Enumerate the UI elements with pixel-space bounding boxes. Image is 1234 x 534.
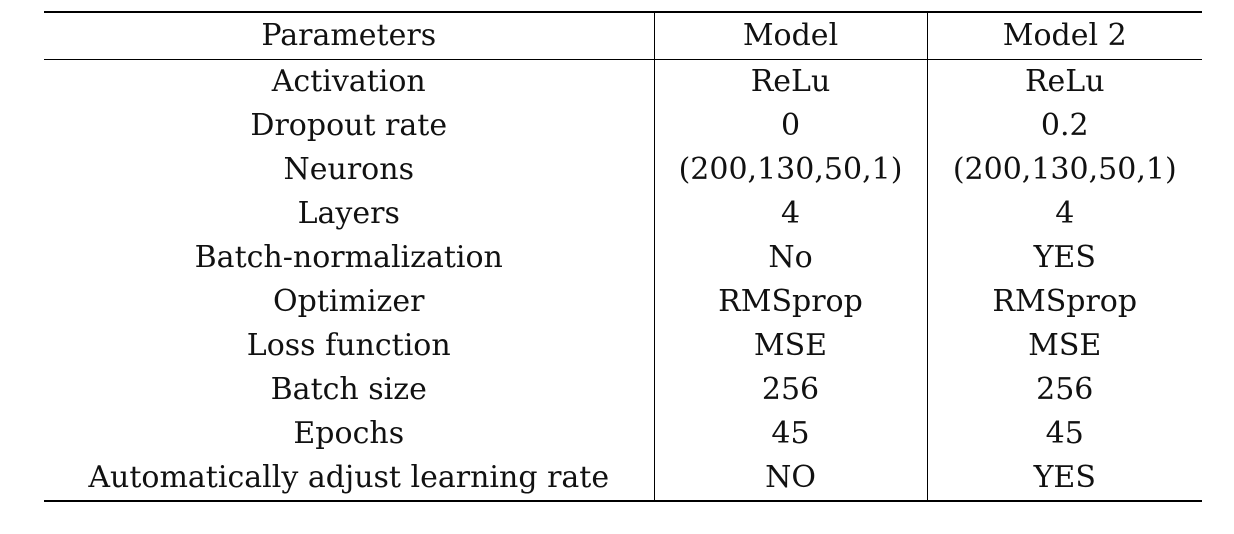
row-parameter: Neurons	[283, 152, 414, 187]
row-parameter: Batch-normalization	[194, 240, 503, 275]
table-row: Optimizer RMSprop RMSprop	[44, 280, 1202, 324]
table-row: Automatically adjust learning rate NO YE…	[44, 456, 1202, 501]
row-model-value: No	[653, 236, 927, 280]
table-row: Batch-normalization No YES	[44, 236, 1202, 280]
table-row: Batch size 256 256	[44, 368, 1202, 412]
row-parameter: Automatically adjust learning rate	[88, 460, 610, 495]
table-row: Activation ReLu ReLu	[44, 59, 1202, 104]
table-row: Layers 4 4	[44, 192, 1202, 236]
row-parameter: Optimizer	[273, 284, 425, 319]
row-model-value: NO	[653, 456, 927, 501]
row-model-2-value: 45	[926, 412, 1202, 456]
row-model-value: 256	[653, 368, 927, 412]
row-model-value: 45	[653, 412, 927, 456]
table-row: Loss function MSE MSE	[44, 324, 1202, 368]
table-body: Activation ReLu ReLu Dropout rate 0 0.2 …	[44, 59, 1202, 501]
parameters-table-container: Parameters Model Model 2 Activation ReLu…	[44, 11, 1202, 502]
row-model-2-value: MSE	[926, 324, 1202, 368]
row-model-value: (200,130,50,1)	[653, 148, 927, 192]
row-parameter: Activation	[271, 64, 426, 99]
row-parameter: Dropout rate	[250, 108, 448, 143]
row-model-2-value: YES	[926, 456, 1202, 501]
row-parameter: Batch size	[270, 372, 427, 407]
table-row: Dropout rate 0 0.2	[44, 104, 1202, 148]
row-model-value: MSE	[653, 324, 927, 368]
row-model-2-value: ReLu	[926, 59, 1202, 104]
table-row: Epochs 45 45	[44, 412, 1202, 456]
row-model-value: ReLu	[653, 59, 927, 104]
row-model-2-value: RMSprop	[926, 280, 1202, 324]
header-row: Parameters Model Model 2	[44, 12, 1202, 60]
header-parameters: Parameters	[261, 18, 437, 53]
row-model-2-value: 256	[926, 368, 1202, 412]
row-model-value: 0	[653, 104, 927, 148]
table-header: Parameters Model Model 2	[44, 12, 1202, 60]
row-model-2-value: 0.2	[926, 104, 1202, 148]
row-model-2-value: (200,130,50,1)	[926, 148, 1202, 192]
row-parameter: Layers	[297, 196, 400, 231]
row-model-value: RMSprop	[653, 280, 927, 324]
row-model-value: 4	[653, 192, 927, 236]
header-model: Model	[653, 12, 927, 60]
row-model-2-value: 4	[926, 192, 1202, 236]
row-parameter: Epochs	[293, 416, 405, 451]
row-parameter: Loss function	[246, 328, 451, 363]
table-row: Neurons (200,130,50,1) (200,130,50,1)	[44, 148, 1202, 192]
header-model-2: Model 2	[926, 12, 1202, 60]
row-model-2-value: YES	[926, 236, 1202, 280]
parameters-table: Parameters Model Model 2 Activation ReLu…	[44, 11, 1202, 502]
